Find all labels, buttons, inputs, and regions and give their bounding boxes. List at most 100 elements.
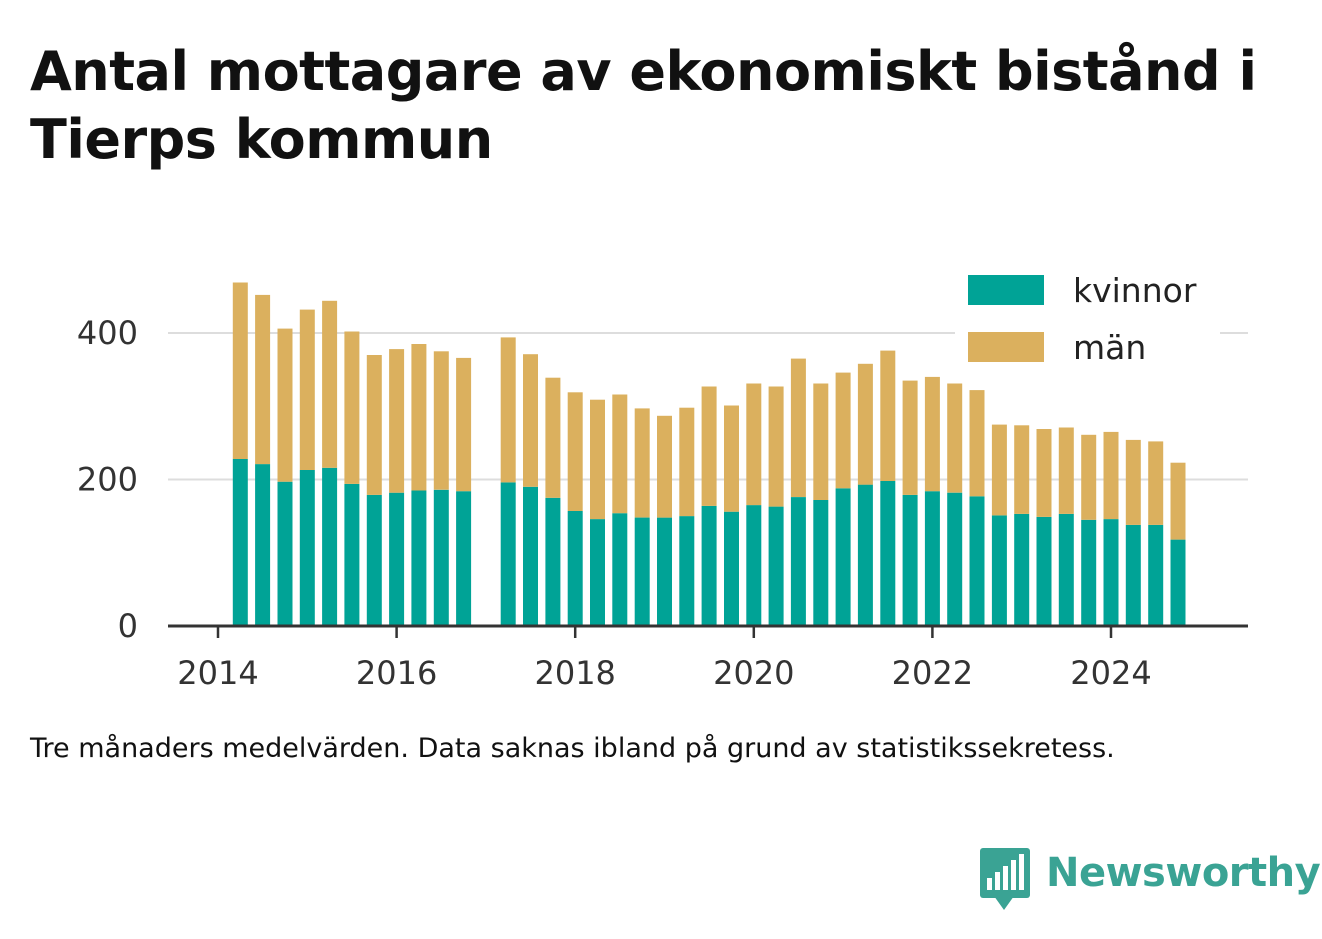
bar-man [232, 282, 248, 459]
legend: kvinnor män [955, 262, 1220, 382]
bar-kvinnor [523, 486, 538, 626]
bar-kvinnor [389, 492, 405, 626]
chart-title: Antal mottagare av ekonomiskt bistånd i … [30, 40, 1257, 171]
bar-man [456, 357, 472, 492]
x-tick-label: 2022 [892, 654, 973, 692]
bar-man [344, 331, 360, 484]
bar-man [1103, 431, 1119, 520]
x-tick-label: 2020 [713, 654, 794, 692]
bar-kvinnor [277, 481, 293, 626]
bar-kvinnor [433, 489, 449, 626]
bar-man [255, 294, 271, 465]
bar-man [1014, 425, 1030, 514]
bar-kvinnor [590, 519, 605, 626]
bar-kvinnor [835, 488, 851, 626]
bar-man [880, 350, 896, 481]
bar-man [1058, 427, 1074, 514]
bar-kvinnor [232, 459, 248, 626]
bar-man [657, 415, 672, 518]
bar-man [969, 390, 985, 497]
legend-swatch-kvinnor [968, 275, 1044, 305]
bar-man [590, 399, 605, 520]
y-tick-label: 200 [77, 461, 138, 499]
chart: 0 200 400 2014 2016 2018 2020 2022 2024 kvinnor m… [76, 262, 1248, 692]
bar-man [1125, 439, 1141, 525]
bar-kvinnor [790, 497, 806, 626]
bar-chart-speech-bubble-icon [980, 848, 1030, 910]
bar-man [924, 376, 940, 492]
bar-kvinnor [500, 482, 516, 626]
bar-man [991, 424, 1007, 516]
bar-man [835, 372, 851, 489]
bar-man [612, 394, 628, 514]
bar-kvinnor [1125, 524, 1141, 626]
bar-kvinnor [299, 470, 315, 626]
bar-man [1170, 462, 1186, 540]
bar-kvinnor [768, 506, 784, 626]
bar-kvinnor [1170, 539, 1186, 626]
bar-man [366, 355, 382, 495]
bar-kvinnor [1081, 519, 1097, 626]
bar-man [411, 344, 427, 491]
bar-man [389, 349, 405, 493]
bar-man [500, 337, 516, 483]
bar-kvinnor [724, 511, 739, 626]
bar-man [768, 386, 784, 507]
bar-kvinnor [322, 467, 338, 626]
bar-kvinnor [255, 464, 271, 626]
bar-man [523, 354, 538, 487]
footnote: Tre månaders medelvärden. Data saknas ib… [30, 733, 1115, 764]
bar-man [701, 386, 717, 506]
bar-kvinnor [902, 494, 918, 626]
bar-man [277, 328, 293, 482]
bar-kvinnor [411, 490, 427, 626]
bar-kvinnor [1103, 519, 1119, 626]
bar-kvinnor [679, 516, 695, 626]
legend-label: män [1073, 328, 1146, 367]
bar-kvinnor [1036, 516, 1052, 626]
bar-kvinnor [567, 511, 583, 626]
bar-man [433, 351, 449, 490]
bars [232, 282, 1186, 626]
bar-man [902, 380, 918, 495]
bar-kvinnor [634, 517, 650, 626]
bar-kvinnor [746, 505, 762, 626]
bar-man [1036, 429, 1052, 517]
bar-man [947, 383, 963, 493]
bar-man [634, 408, 650, 518]
x-tick-label: 2024 [1070, 654, 1151, 692]
bar-man [322, 300, 338, 468]
bar-kvinnor [1148, 524, 1164, 626]
bar-kvinnor [456, 491, 472, 626]
legend-label: kvinnor [1073, 271, 1197, 310]
bar-man [545, 377, 561, 498]
bar-kvinnor [701, 505, 717, 626]
bar-kvinnor [545, 497, 561, 626]
bar-kvinnor [1058, 513, 1074, 626]
bar-kvinnor [947, 492, 963, 626]
bar-man [567, 392, 583, 511]
bar-man [790, 358, 806, 497]
bar-kvinnor [969, 496, 985, 626]
bar-kvinnor [857, 484, 873, 626]
x-tick-label: 2016 [356, 654, 437, 692]
y-tick-label: 0 [118, 607, 138, 645]
bar-kvinnor [612, 513, 628, 626]
bar-man [1148, 441, 1164, 525]
bar-man [679, 407, 695, 517]
bar-man [857, 363, 873, 485]
bar-kvinnor [366, 494, 382, 626]
bar-man [299, 309, 315, 470]
x-tick-label: 2014 [177, 654, 258, 692]
bar-kvinnor [344, 483, 360, 626]
brand-name: Newsworthy [1046, 850, 1321, 896]
bar-kvinnor [991, 515, 1007, 626]
bar-man [724, 405, 739, 512]
y-tick-label: 400 [77, 314, 138, 352]
bar-kvinnor [880, 481, 896, 626]
bar-man [1081, 434, 1097, 520]
bar-kvinnor [813, 500, 829, 626]
legend-swatch-man [968, 332, 1044, 362]
bar-kvinnor [657, 517, 672, 626]
brand-logo[interactable]: Newsworthy [980, 848, 1321, 910]
